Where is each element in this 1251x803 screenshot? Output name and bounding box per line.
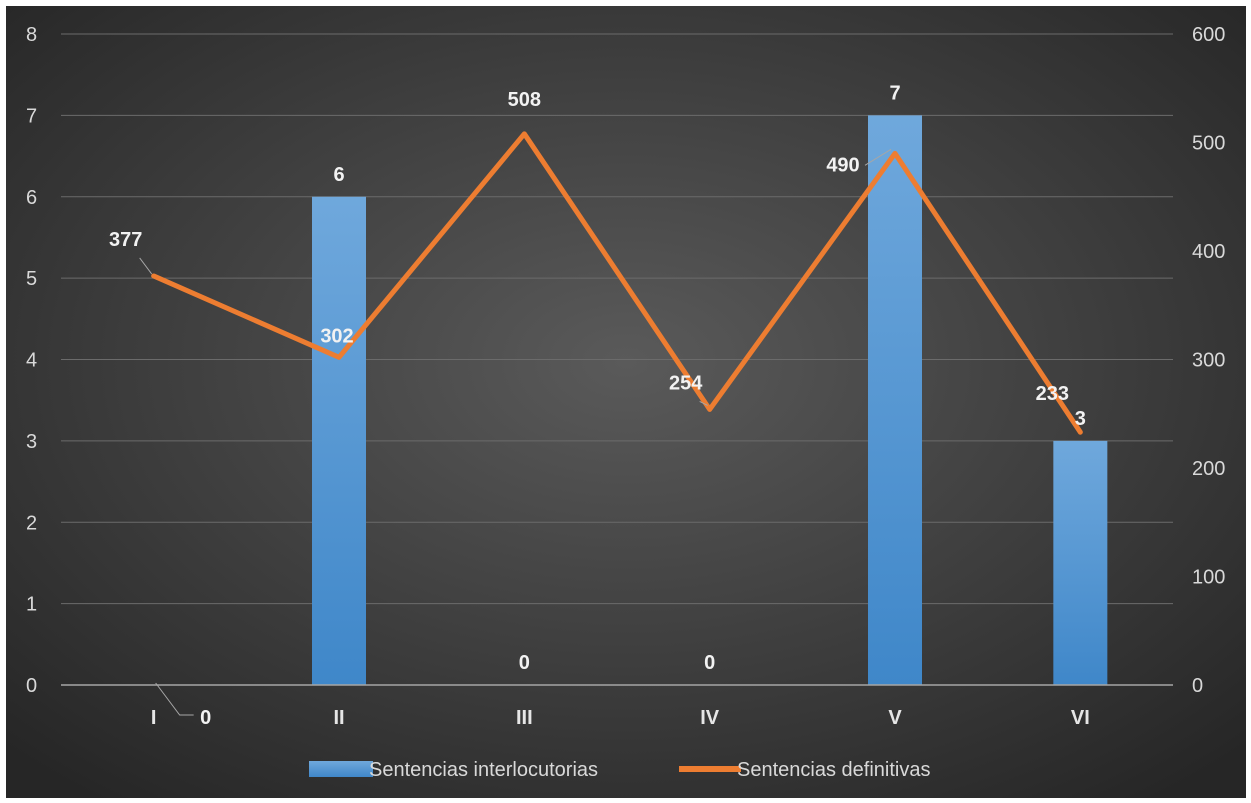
x-tick-label: V [888, 707, 902, 729]
y-left-tick-label: 4 [26, 350, 37, 372]
y-left-tick-label: 5 [26, 268, 37, 290]
line-data-label: 302 [320, 325, 353, 347]
x-tick-label: IV [700, 707, 720, 729]
leader-line [155, 682, 194, 716]
bar [1053, 440, 1108, 685]
y-left-tick-label: 8 [26, 24, 37, 46]
y-right-tick-label: 100 [1192, 567, 1225, 589]
series-line [151, 131, 1083, 435]
line-data-label: 233 [1036, 383, 1069, 405]
y-left-tick-label: 3 [26, 431, 37, 453]
gridlines [61, 33, 1173, 605]
bar [312, 196, 366, 685]
bar-data-label: 7 [889, 82, 900, 104]
y-right-tick-label: 300 [1192, 350, 1225, 372]
legend-label-line: Sentencias definitivas [737, 759, 930, 781]
legend-label-bars: Sentencias interlocutorias [369, 759, 598, 781]
line-data-label: 508 [508, 89, 541, 111]
y-right-tick-label: 500 [1192, 133, 1225, 155]
legend-swatch-line [679, 766, 741, 772]
leader-line [699, 400, 708, 406]
x-tick-label: I [151, 707, 157, 729]
bar-data-label: 0 [704, 652, 715, 674]
y-right-tick-label: 0 [1192, 675, 1203, 697]
y-left-tick-label: 2 [26, 512, 37, 534]
bar-data-label: 3 [1075, 408, 1086, 430]
chart-background [6, 6, 1246, 798]
bar-data-label: 0 [519, 652, 530, 674]
y-right-tick-label: 200 [1192, 458, 1225, 480]
y-left-tick-label: 6 [26, 187, 37, 209]
line-data-label: 490 [826, 154, 859, 176]
leader-line [139, 257, 153, 275]
line-data-label: 254 [669, 372, 703, 394]
y-left-tick-label: 1 [26, 594, 37, 616]
data-labels: 0 6 0 0 7 3 377 302 508 254 490 233 [109, 82, 1086, 729]
leader-line [864, 148, 892, 166]
bar-data-label: 0 [200, 707, 211, 729]
y-right-tick-label: 600 [1192, 24, 1225, 46]
y-right-tick-label: 400 [1192, 241, 1225, 263]
y-left-tick-label: 7 [26, 105, 37, 127]
line-data-label: 377 [109, 229, 142, 251]
bar-data-label: 6 [333, 164, 344, 186]
bar [868, 115, 922, 685]
line-series [151, 131, 1083, 435]
legend: Sentencias interlocutorias Sentencias de… [309, 759, 930, 781]
x-tick-label: II [333, 707, 344, 729]
chart-frame: 0 1 2 3 4 5 6 7 8 0 100 200 300 400 500 600 I II III IV V VI … [6, 6, 1246, 798]
bar-series [312, 115, 1108, 685]
x-tick-label: III [516, 707, 533, 729]
legend-swatch-bars [309, 761, 373, 777]
x-tick-label: VI [1071, 707, 1090, 729]
y-left-tick-label: 0 [26, 675, 37, 697]
